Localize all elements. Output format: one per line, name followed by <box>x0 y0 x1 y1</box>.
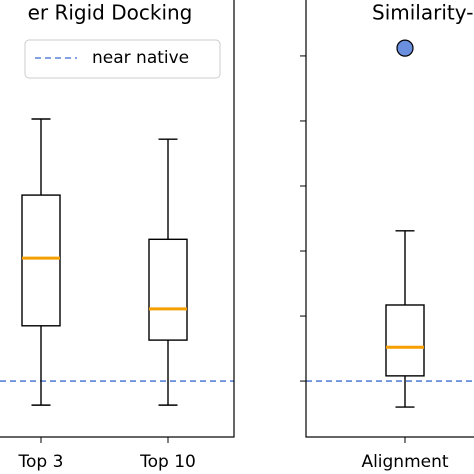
box <box>21 194 61 327</box>
outlier <box>396 39 414 57</box>
plot-frame <box>305 0 474 438</box>
box <box>385 304 425 377</box>
chart-title: er Rigid Docking <box>28 1 193 25</box>
legend-label: near native <box>92 48 189 68</box>
x-tick-label: Top 10 <box>139 452 196 472</box>
box <box>148 238 188 341</box>
chart-title: Similarity- <box>372 1 473 25</box>
x-tick-label: Top 3 <box>18 452 64 472</box>
legend-box <box>24 39 221 79</box>
x-tick-label: Alignment <box>361 452 448 472</box>
plot-frame <box>0 0 235 438</box>
